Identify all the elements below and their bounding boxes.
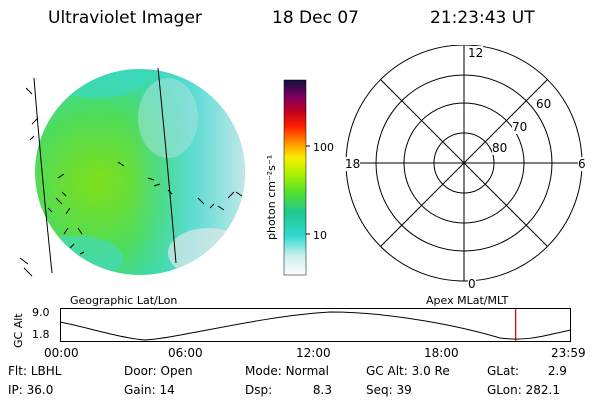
mlt-label-12: 12: [468, 46, 484, 60]
longitude-line-left: [33, 77, 53, 274]
lat-label-80: 80: [492, 141, 508, 155]
timeline-plot: [60, 308, 572, 342]
polar-plot: [345, 45, 583, 282]
status-glon: GLon: 282.1: [487, 383, 560, 397]
status-dsp: Dsp: 8.3: [245, 383, 332, 397]
status-mode-value: Normal: [285, 364, 329, 378]
status-seq-label: Seq:: [366, 383, 393, 397]
status-dsp-label: Dsp:: [245, 383, 273, 397]
status-flt: Flt: LBHL: [8, 364, 61, 378]
status-gcalt-label: GC Alt:: [366, 364, 408, 378]
timeline-ytick-bottom: 1.8: [32, 328, 50, 341]
lat-label-60: 60: [536, 97, 552, 111]
status-ip-label: IP:: [8, 383, 23, 397]
status-gain: Gain: 14: [124, 383, 175, 397]
lat-label-70: 70: [512, 120, 528, 134]
status-glon-value: 282.1: [525, 383, 560, 397]
status-ip: IP: 36.0: [8, 383, 53, 397]
status-glat: GLat: 2.9: [487, 364, 567, 378]
timeline-left-title: Geographic Lat/Lon: [70, 294, 178, 307]
timeline-xtick-3: 18:00: [424, 346, 459, 360]
status-seq: Seq: 39: [366, 383, 412, 397]
colorbar: [283, 79, 310, 276]
altitude-curve: [60, 311, 572, 341]
timeline-xtick-4: 23:59: [551, 346, 586, 360]
status-dsp-value: 8.3: [312, 383, 332, 397]
colorbar-unit-label: photon cm⁻²s⁻¹: [265, 154, 278, 240]
colorbar-tick-label-10: 10: [313, 229, 327, 242]
status-door-label: Door:: [124, 364, 157, 378]
longitude-line-right: [157, 67, 177, 264]
status-flt-label: Flt:: [8, 364, 27, 378]
polar-diagonal-2: [380, 79, 548, 247]
status-gcalt-value: 3.0 Re: [411, 364, 450, 378]
status-door: Door: Open: [124, 364, 193, 378]
status-flt-value: LBHL: [30, 364, 62, 378]
mlt-label-0: 0: [468, 277, 476, 291]
status-door-value: Open: [160, 364, 193, 378]
header-time: 21:23:43 UT: [430, 8, 535, 28]
status-mode-label: Mode:: [245, 364, 282, 378]
instrument-title: Ultraviolet Imager: [48, 8, 202, 28]
mlt-label-6: 6: [578, 157, 586, 171]
timeline-ytick-top: 9.0: [32, 306, 50, 319]
status-glon-label: GLon:: [487, 383, 522, 397]
status-ip-value: 36.0: [26, 383, 54, 397]
uv-image-disk: [19, 67, 245, 277]
status-gain-value: 14: [159, 383, 175, 397]
status-mode: Mode: Normal: [245, 364, 329, 378]
colorbar-tick-label-100: 100: [313, 141, 334, 154]
status-seq-value: 39: [396, 383, 412, 397]
status-glat-value: 2.9: [547, 364, 567, 378]
status-gain-label: Gain:: [124, 383, 156, 397]
status-gcalt: GC Alt: 3.0 Re: [366, 364, 450, 378]
timeline-right-title: Apex MLat/MLT: [426, 294, 509, 307]
coastline-fragments: [19, 87, 243, 277]
timeline-ylabel: GC Alt: [12, 313, 25, 348]
timeline-xtick-2: 12:00: [296, 346, 331, 360]
colorbar-gradient: [283, 79, 307, 276]
timeline-frame: [60, 308, 571, 342]
header-date: 18 Dec 07: [272, 8, 359, 28]
timeline-xtick-0: 00:00: [44, 346, 79, 360]
timeline-xtick-1: 06:00: [168, 346, 203, 360]
mlt-label-18: 18: [345, 157, 361, 171]
status-glat-label: GLat:: [487, 364, 520, 378]
